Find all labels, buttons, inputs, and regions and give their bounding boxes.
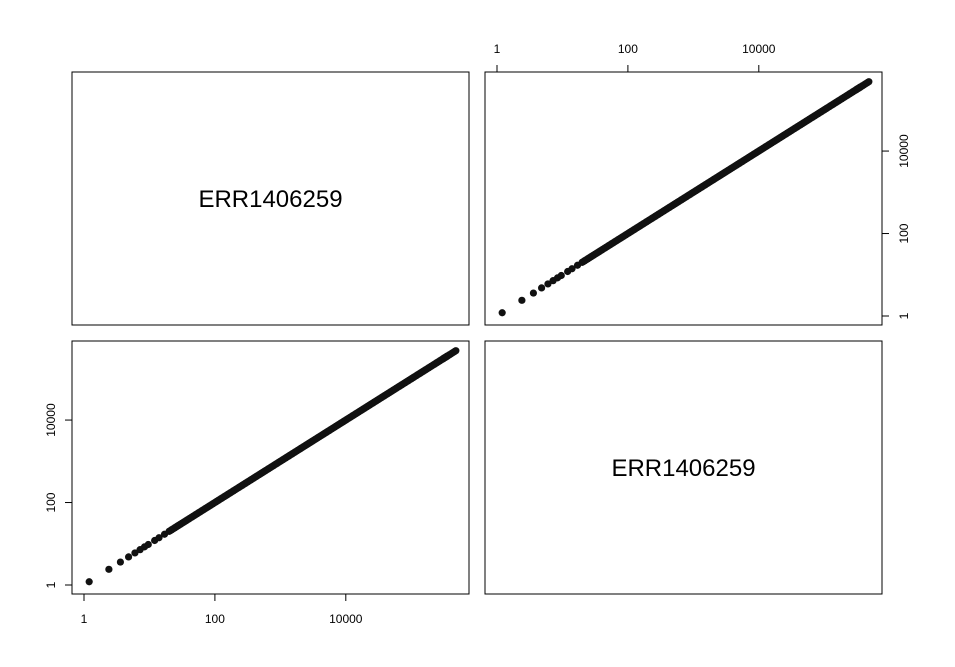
diagonal-label-1: ERR1406259 <box>198 186 342 213</box>
panel-frame-diagonal-1 <box>71 71 470 326</box>
left-axis-tick-label: 10000 <box>44 403 58 437</box>
left-axis-tick-label: 100 <box>44 492 58 512</box>
top-axis-tick-label: 10000 <box>742 42 776 56</box>
scatter-points-lower-left <box>85 347 460 586</box>
right-axis-tick-label: 10000 <box>897 134 911 168</box>
scatter-point <box>544 280 552 288</box>
scatter-point <box>537 284 546 292</box>
scatter-point <box>498 309 506 317</box>
scatter-point <box>568 265 576 273</box>
bottom-axis-tick-label: 100 <box>205 612 225 626</box>
scatter-point <box>557 271 565 280</box>
scatter-points-upper-right <box>498 78 873 317</box>
bottom-axis: 1 100 10000 <box>81 593 363 626</box>
scatter-point <box>116 558 125 566</box>
top-axis-tick-label: 1 <box>494 42 501 56</box>
scatter-point <box>863 78 872 87</box>
bottom-axis-tick-label: 1 <box>81 612 88 626</box>
scatter-point <box>529 289 538 297</box>
scatter-point <box>155 534 163 542</box>
panel-frame-diagonal-2 <box>484 340 883 595</box>
scatter-point <box>518 296 526 304</box>
top-axis: 1 100 10000 <box>494 42 776 73</box>
scatter-point <box>85 578 93 586</box>
scatter-point <box>144 540 152 549</box>
left-axis-tick-label: 1 <box>44 581 58 588</box>
scatter-point <box>450 347 459 356</box>
diagonal-label-2: ERR1406259 <box>611 455 755 482</box>
right-axis: 1 100 10000 <box>881 134 911 319</box>
scatter-point <box>105 565 113 573</box>
scatter-point <box>124 553 133 561</box>
bottom-axis-tick-label: 10000 <box>329 612 363 626</box>
right-axis-tick-label: 100 <box>897 223 911 243</box>
scatter-point <box>131 549 139 557</box>
left-axis: 1 100 10000 <box>44 403 73 588</box>
top-axis-tick-label: 100 <box>618 42 638 56</box>
right-axis-tick-label: 1 <box>897 312 911 319</box>
